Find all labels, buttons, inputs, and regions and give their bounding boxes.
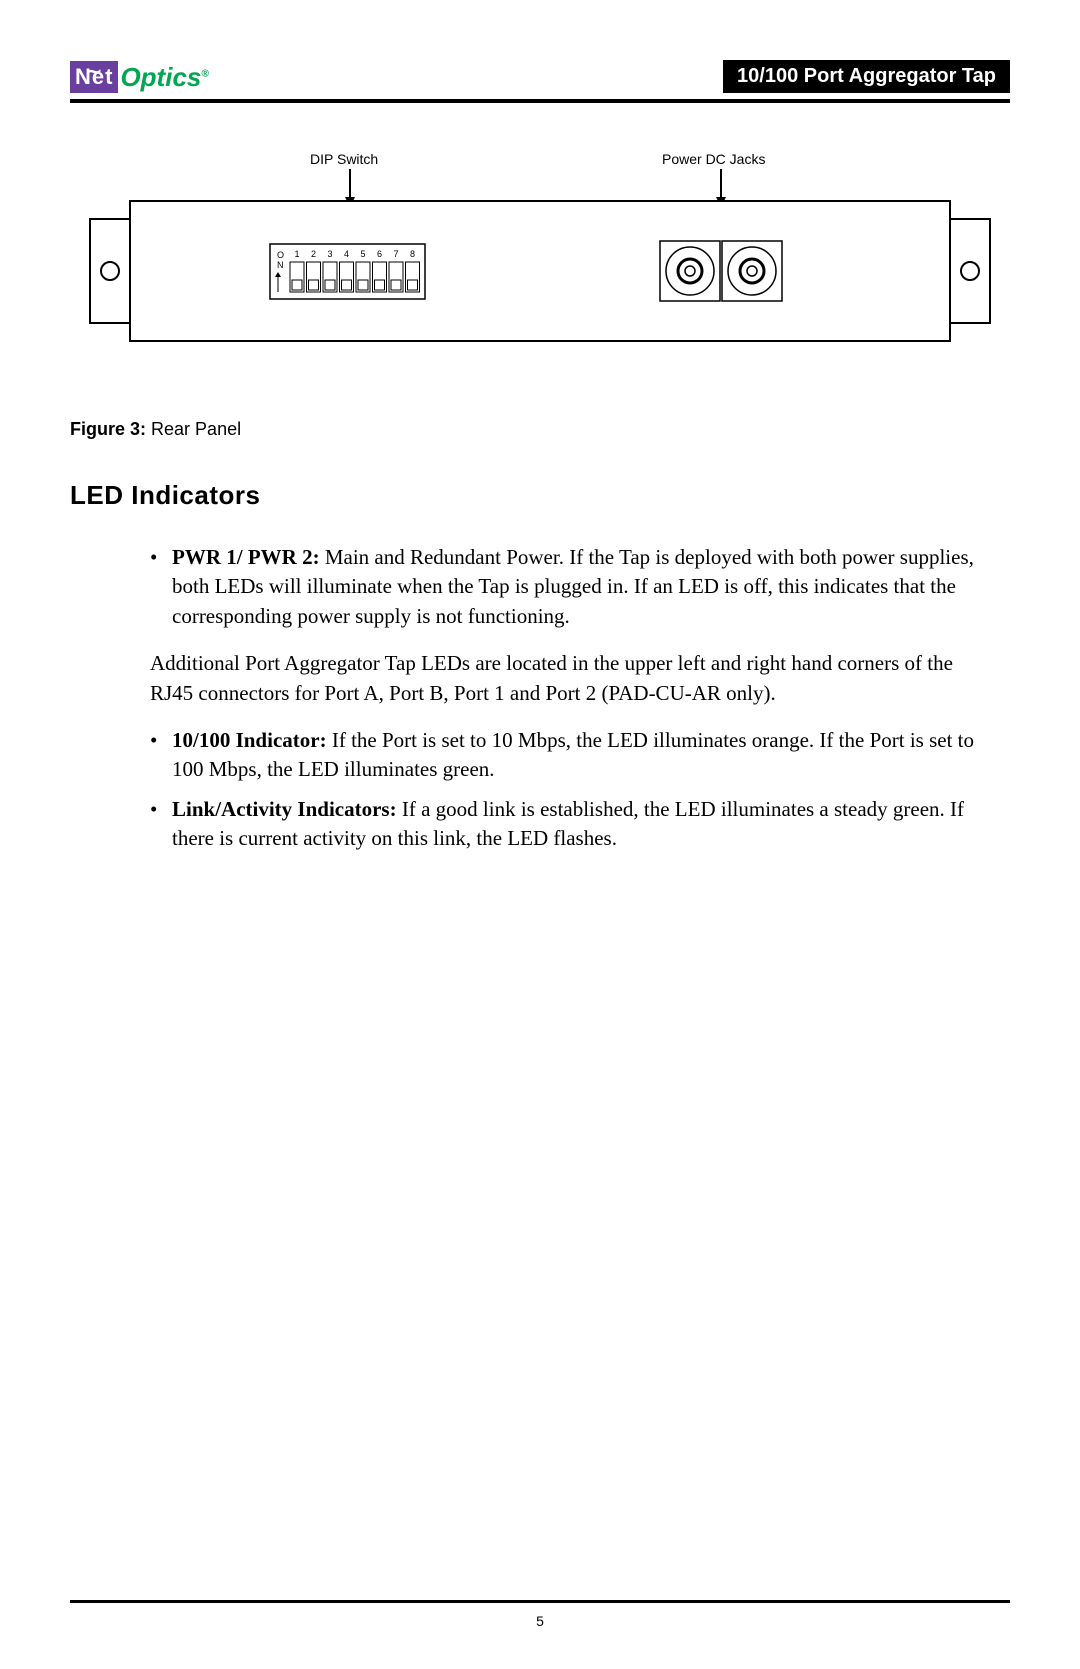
power-jacks-label: Power DC Jacks bbox=[662, 151, 765, 167]
rear-panel-diagram: DIP Switch Power DC Jacks ON1 2 3 4 5 6 7 8 bbox=[70, 151, 1010, 391]
svg-text:1: 1 bbox=[294, 249, 299, 259]
figure-caption: Figure 3: Rear Panel bbox=[70, 419, 1010, 440]
logo-tilde-icon: ∼ bbox=[85, 59, 103, 84]
svg-text:N: N bbox=[277, 260, 284, 270]
list-item: 10/100 Indicator: If the Port is set to … bbox=[150, 726, 980, 785]
page-number: 5 bbox=[70, 1613, 1010, 1629]
section-heading-led: LED Indicators bbox=[70, 480, 1010, 511]
header-rule bbox=[70, 99, 1010, 103]
dip-switch-label: DIP Switch bbox=[310, 151, 378, 167]
list-item: PWR 1/ PWR 2: Main and Redundant Power. … bbox=[150, 543, 980, 631]
page-footer: 5 bbox=[70, 1600, 1010, 1629]
svg-text:6: 6 bbox=[377, 249, 382, 259]
rear-panel-svg: ON1 2 3 4 5 6 7 8 bbox=[70, 151, 1010, 361]
list-item: Link/Activity Indicators: If a good link… bbox=[150, 795, 980, 854]
middle-paragraph: Additional Port Aggregator Tap LEDs are … bbox=[150, 649, 980, 708]
bullet-list-2: 10/100 Indicator: If the Port is set to … bbox=[150, 726, 980, 854]
svg-text:3: 3 bbox=[327, 249, 332, 259]
svg-text:8: 8 bbox=[410, 249, 415, 259]
logo: ∼ Net Optics® bbox=[70, 61, 209, 93]
body-content: PWR 1/ PWR 2: Main and Redundant Power. … bbox=[150, 543, 980, 854]
figure-text: Rear Panel bbox=[151, 419, 241, 439]
svg-text:4: 4 bbox=[344, 249, 349, 259]
logo-registered-icon: ® bbox=[201, 68, 208, 79]
figure-label: Figure 3: bbox=[70, 419, 146, 439]
logo-optics-text: Optics® bbox=[120, 62, 208, 93]
logo-net-box: ∼ Net bbox=[70, 61, 118, 93]
footer-rule bbox=[70, 1600, 1010, 1603]
document-title-bar: 10/100 Port Aggregator Tap bbox=[723, 60, 1010, 93]
svg-text:O: O bbox=[277, 250, 284, 260]
page-header: ∼ Net Optics® 10/100 Port Aggregator Tap bbox=[70, 60, 1010, 93]
item-label: PWR 1/ PWR 2: bbox=[172, 545, 320, 569]
svg-text:7: 7 bbox=[393, 249, 398, 259]
item-label: Link/Activity Indicators: bbox=[172, 797, 397, 821]
item-label: 10/100 Indicator: bbox=[172, 728, 327, 752]
svg-text:2: 2 bbox=[311, 249, 316, 259]
bullet-list-1: PWR 1/ PWR 2: Main and Redundant Power. … bbox=[150, 543, 980, 631]
svg-text:5: 5 bbox=[360, 249, 365, 259]
